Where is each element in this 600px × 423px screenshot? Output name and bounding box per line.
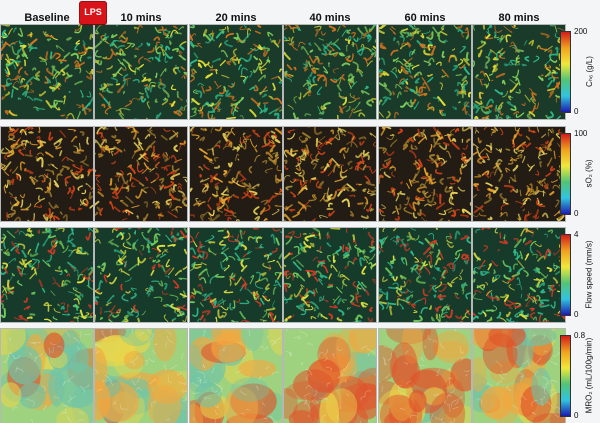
colorbar-0 (560, 31, 571, 113)
image-chb-4 (379, 25, 471, 119)
column-header-2: 20 mins (190, 12, 282, 24)
image-chb-3 (284, 25, 376, 119)
colorbar-1 (560, 133, 571, 215)
image-mro2-2 (190, 329, 282, 423)
image-so2-2 (190, 127, 282, 221)
colorbar-label-2: Flow speed (mm/s) (582, 234, 596, 314)
column-header-3: 40 mins (284, 12, 376, 24)
image-chb-2 (190, 25, 282, 119)
image-flow-speed-5 (473, 228, 565, 322)
image-so2-3 (284, 127, 376, 221)
image-chb-1 (95, 25, 187, 119)
colorbar-label-1: sO₂ (%) (582, 133, 596, 213)
column-header-4: 60 mins (379, 12, 471, 24)
colorbar-min-2: 0 (574, 310, 578, 319)
image-mro2-3 (284, 329, 376, 423)
colorbar-min-0: 0 (574, 107, 578, 116)
image-so2-0 (1, 127, 93, 221)
image-so2-5 (473, 127, 565, 221)
image-flow-speed-0 (1, 228, 93, 322)
colorbar-min-3: 0 (574, 411, 578, 420)
image-flow-speed-1 (95, 228, 187, 322)
image-so2-1 (95, 127, 187, 221)
image-mro2-5 (473, 329, 565, 423)
image-mro2-4 (379, 329, 471, 423)
colorbar-3 (560, 335, 571, 417)
colorbar-label-3: MRO₂ (mL/100g/min) (582, 335, 596, 415)
image-chb-0 (1, 25, 93, 119)
image-so2-4 (379, 127, 471, 221)
image-mro2-0 (1, 329, 93, 423)
colorbar-min-1: 0 (574, 209, 578, 218)
image-mro2-1 (95, 329, 187, 423)
colorbar-label-0: Cₕ₆ (g/L) (582, 31, 596, 111)
column-header-0: Baseline (1, 12, 93, 24)
colorbar-max-2: 4 (574, 230, 578, 239)
image-flow-speed-2 (190, 228, 282, 322)
image-flow-speed-3 (284, 228, 376, 322)
column-header-5: 80 mins (473, 12, 565, 24)
image-chb-5 (473, 25, 565, 119)
image-flow-speed-4 (379, 228, 471, 322)
colorbar-2 (560, 234, 571, 316)
column-header-1: 10 mins (95, 12, 187, 24)
